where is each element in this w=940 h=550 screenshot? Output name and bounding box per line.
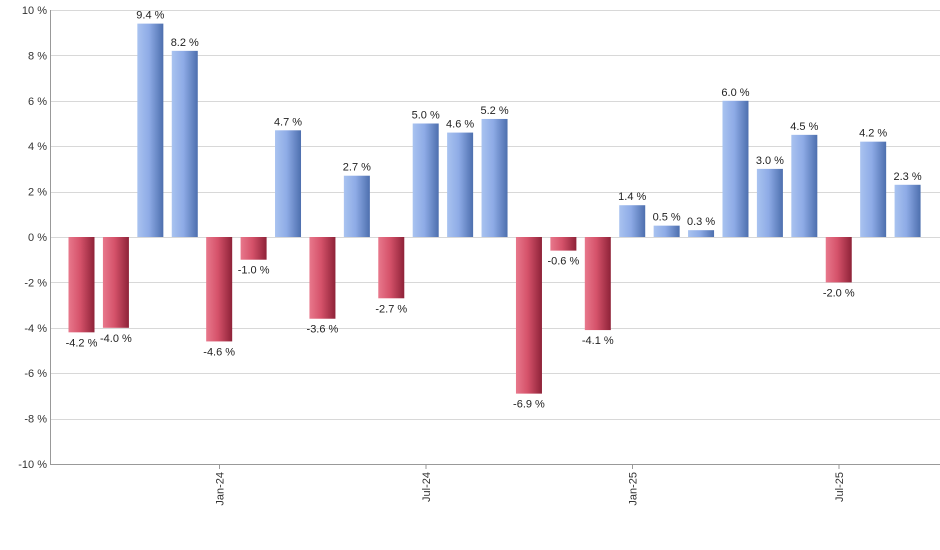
data-label: -4.6 % [203, 346, 235, 358]
bar-positive [688, 230, 715, 237]
bar-negative [240, 237, 267, 260]
bar-positive [653, 225, 680, 237]
y-tick-label: 2 % [28, 187, 47, 199]
data-label: -1.0 % [238, 265, 270, 277]
data-label: -6.9 % [513, 399, 545, 411]
bar-negative [550, 237, 577, 251]
bar-positive [171, 50, 198, 237]
data-label: 4.7 % [274, 116, 302, 128]
bar-positive [722, 100, 749, 237]
bar-negative [206, 237, 233, 342]
data-label: 2.3 % [894, 171, 922, 183]
data-label: -2.7 % [375, 303, 407, 315]
data-label: 2.7 % [343, 162, 371, 174]
bar-negative [515, 237, 542, 394]
data-label: -2.0 % [823, 287, 855, 299]
y-tick-label: 0 % [28, 232, 47, 244]
data-label: -4.2 % [66, 337, 98, 349]
data-label: -0.6 % [547, 256, 579, 268]
y-tick-label: 8 % [28, 50, 47, 62]
y-tick-label: 10 % [22, 5, 47, 17]
bar-negative [102, 237, 129, 328]
data-label: -3.6 % [307, 324, 339, 336]
x-tick-label: Jul-24 [421, 472, 433, 502]
y-tick-label: -10 % [18, 459, 47, 471]
bar-positive [791, 134, 818, 237]
data-label: 3.0 % [756, 155, 784, 167]
grid-lines [50, 10, 940, 465]
bar-negative [825, 237, 852, 283]
bar-negative [309, 237, 336, 319]
y-tick-label: -8 % [24, 414, 47, 426]
bar-negative [378, 237, 405, 299]
x-tick-label: Jan-24 [215, 472, 227, 506]
data-label: 4.2 % [859, 128, 887, 140]
y-tick-label: -2 % [24, 277, 47, 289]
bar-positive [860, 141, 887, 237]
y-tick-label: -4 % [24, 323, 47, 335]
data-label: 8.2 % [171, 37, 199, 49]
y-tick-label: -6 % [24, 368, 47, 380]
y-tick-label: 6 % [28, 96, 47, 108]
data-label: 0.5 % [653, 212, 681, 224]
bar-positive [275, 130, 302, 237]
data-label: 1.4 % [618, 191, 646, 203]
x-tick-label: Jul-25 [834, 472, 846, 502]
bar-positive [343, 175, 370, 237]
data-label: -4.1 % [582, 335, 614, 347]
data-label: 4.6 % [446, 119, 474, 131]
bar-positive [619, 205, 646, 237]
x-axis-tick-labels: Jan-24 Jul-24 Jan-25 Jul-25 [215, 464, 846, 506]
bar-positive [137, 23, 164, 238]
data-label: 9.4 % [136, 10, 164, 22]
y-axis-tick-labels: -10 % -8 % -6 % -4 % -2 % 0 % 2 % 4 % 6 % 8 % 10 % [18, 5, 47, 471]
axes [50, 10, 940, 465]
data-label: 6.0 % [721, 87, 749, 99]
bar-positive [447, 132, 474, 237]
bar-positive [756, 168, 783, 237]
bar-positive [894, 184, 921, 237]
data-label: 5.0 % [412, 110, 440, 122]
data-label: 4.5 % [790, 121, 818, 133]
bar-negative [584, 237, 611, 331]
data-label: 0.3 % [687, 216, 715, 228]
data-label: 5.2 % [480, 105, 508, 117]
data-labels: -4.2 % -4.0 % 9.4 % 8.2 % -4.6 % -1.0 % 4.7 % -… [66, 10, 922, 411]
bars [68, 23, 921, 394]
x-tick-label: Jan-25 [628, 472, 640, 506]
bar-negative [68, 237, 95, 333]
bar-positive [481, 118, 508, 237]
bar-positive [412, 123, 439, 237]
y-tick-label: 4 % [28, 141, 47, 153]
data-label: -4.0 % [100, 333, 132, 345]
